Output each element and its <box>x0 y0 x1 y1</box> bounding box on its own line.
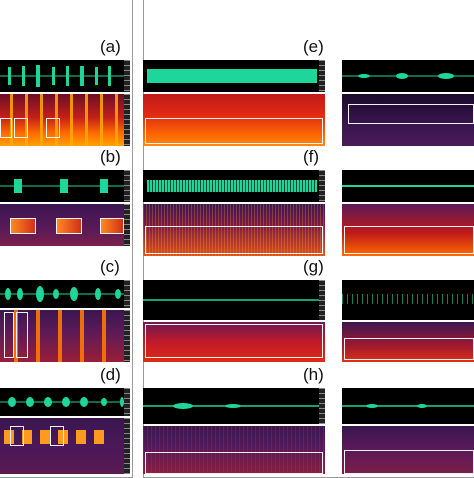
waveform-icon <box>0 397 124 407</box>
detection-box <box>344 338 474 360</box>
panel-label-c: (c) <box>100 257 120 276</box>
detection-box <box>10 218 36 234</box>
detection-box <box>344 450 474 474</box>
amplitude-ticks <box>319 60 325 92</box>
frequency-ticks <box>124 94 130 146</box>
detection-box <box>348 104 474 124</box>
panel-label-g: (g) <box>303 257 324 276</box>
detection-box <box>145 118 323 144</box>
panel-label-f: (f) <box>303 147 320 166</box>
detection-box <box>145 452 323 474</box>
spectrogram-h1 <box>143 426 325 474</box>
waveform-g1 <box>143 280 325 320</box>
waveform-d <box>0 388 130 416</box>
spectrogram-g2 <box>342 322 474 362</box>
waveform-icon <box>342 185 474 187</box>
dense-waveform <box>147 180 317 192</box>
call-blob <box>4 430 104 444</box>
amplitude-ticks <box>124 280 130 308</box>
amplitude-ticks <box>319 170 325 202</box>
waveform-h1 <box>143 388 325 424</box>
amplitude-ticks <box>124 60 130 92</box>
waveform-icon <box>342 73 474 79</box>
spectrogram-g1 <box>143 322 325 362</box>
detection-box <box>4 312 14 358</box>
spectrogram-d <box>0 418 130 474</box>
waveform-icon <box>342 404 474 408</box>
detection-box <box>46 118 60 138</box>
waveform-icon <box>0 179 124 193</box>
waveform-b <box>0 170 130 202</box>
frequency-ticks <box>124 310 130 362</box>
spectrogram-c <box>0 310 130 362</box>
detection-box <box>344 226 474 254</box>
waveform-f1 <box>143 170 325 202</box>
frequency-ticks <box>124 204 130 246</box>
detection-box <box>145 324 323 358</box>
detection-box <box>0 118 12 138</box>
waveform-icon <box>0 65 124 87</box>
waveform-g2 <box>342 280 474 320</box>
detection-box <box>100 218 124 234</box>
detection-box <box>14 118 28 138</box>
spectrogram-f1 <box>143 204 325 256</box>
spectrogram-e1 <box>143 94 325 146</box>
waveform-icon <box>143 403 319 409</box>
sparse-waveform <box>342 294 474 304</box>
panel-label-h: (h) <box>303 365 324 384</box>
amplitude-ticks <box>124 388 130 416</box>
spectrogram-e2 <box>342 94 474 146</box>
spectrogram-a <box>0 94 130 146</box>
panel-label-e: (e) <box>303 37 324 56</box>
detection-box <box>145 226 323 254</box>
waveform-icon <box>143 299 319 301</box>
waveform-c <box>0 280 130 308</box>
spectrogram-f2 <box>342 204 474 256</box>
panel-label-a: (a) <box>100 37 121 56</box>
amplitude-ticks <box>319 388 325 424</box>
detection-box <box>56 218 82 234</box>
amplitude-ticks <box>124 170 130 202</box>
waveform-icon <box>0 286 124 302</box>
detection-box <box>16 312 28 358</box>
panel-label-d: (d) <box>100 365 121 384</box>
panel-label-b: (b) <box>100 147 121 166</box>
waveform-a <box>0 60 130 92</box>
waveform-e2 <box>342 60 474 92</box>
waveform-h2 <box>342 388 474 424</box>
spectrogram-b <box>0 204 130 246</box>
amplitude-ticks <box>319 280 325 320</box>
detection-box <box>50 426 64 446</box>
spectrogram-h2 <box>342 426 474 474</box>
dense-waveform <box>147 69 317 83</box>
waveform-f2 <box>342 170 474 202</box>
frequency-ticks <box>124 418 130 474</box>
waveform-e1 <box>143 60 325 92</box>
detection-box <box>10 426 24 446</box>
